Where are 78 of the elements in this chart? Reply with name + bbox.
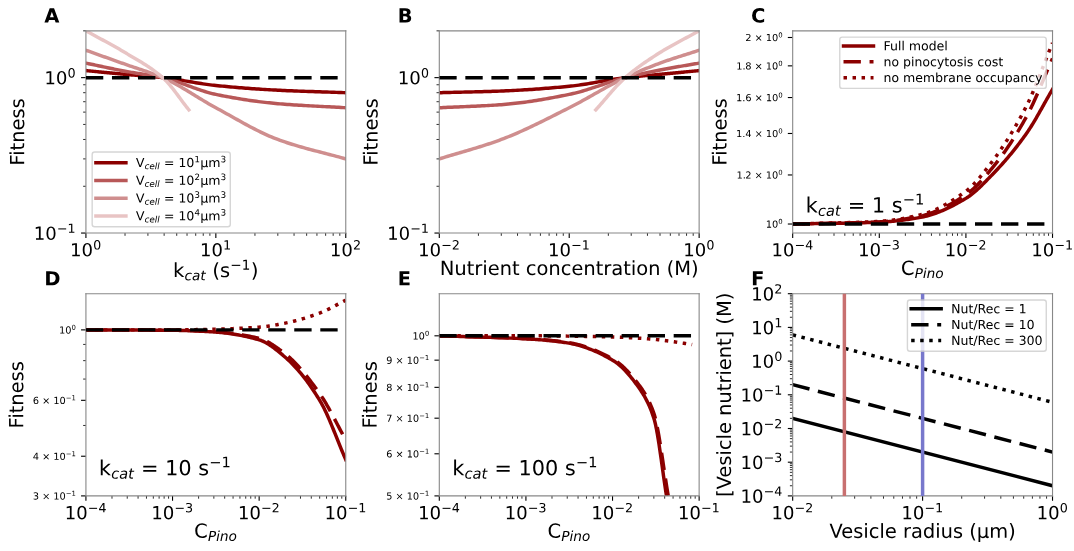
y-axis-title: Fitness [9,99,25,164]
x-tick-label: 10$^{0}$ [72,240,101,257]
y-tick-label: 1.4 × 10$^{0}$ [737,128,783,138]
y-tick-label: 10$^{−2}$ [742,418,782,436]
y-tick-label: 3 × 10$^{−1}$ [33,490,76,500]
x-axis-title: C$_{Pino}$ [195,523,237,542]
legend-label: Full model [884,40,947,51]
x-tick-label: 10$^{−1}$ [1033,240,1072,257]
y-axis-title: Fitness [361,362,377,427]
legend-label: no membrane occupancy [884,72,1043,85]
y-tick-label: 10$^{0}$ [399,68,429,85]
y-tick-label: 4 × 10$^{−1}$ [33,451,76,460]
x-axis-title: C$_{Pino}$ [902,260,943,279]
legend-label: Nut/Rec = 10 [952,319,1034,331]
x-tick-label: 10$^{−1}$ [903,503,942,520]
y-tick-label: 10$^{−3}$ [742,452,782,470]
y-tick-label: 10$^{−1}$ [742,385,782,402]
x-tick-label: 10$^{−4}$ [420,503,460,520]
y-tick-label: 10$^{−4}$ [742,486,782,503]
x-tick-label: 10$^{0}$ [685,240,714,257]
y-tick-label: 10$^{−1}$ [35,223,75,241]
legend-label: Nut/Rec = 300 [952,335,1042,347]
x-tick-label: 10$^{−1}$ [679,503,719,520]
x-tick-label: 10$^{0}$ [1038,502,1067,520]
chart-title: F [752,271,763,286]
x-tick-label: 10$^{−2}$ [239,502,279,520]
annotation: k$_{cat}$ = 10 s$^{−1}$ [100,456,230,479]
y-tick-label: 10$^{0}$ [766,218,783,228]
x-tick-label: 10$^{−2}$ [593,502,632,520]
y-axis-title: Fitness [8,362,24,427]
x-tick-label: 10$^{−3}$ [506,502,546,520]
x-axis-title: Vesicle radius (µm) [829,523,1015,542]
x-tick-label: 10$^{−2}$ [420,240,459,257]
y-axis-title: [Vesicle nutrient] (M) [716,294,734,496]
x-tick-label: 10$^{−4}$ [66,503,106,520]
y-tick-label: 10$^{1}$ [753,318,782,335]
legend-label: V$_{cell}$ = 10$^{3}$µm$^{3}$ [136,191,226,206]
x-tick-label: 10$^{1}$ [201,240,230,257]
legend-label: Nut/Rec = 1 [952,304,1026,315]
x-axis-title: Nutrient concentration (M) [441,260,697,278]
y-tick-label: 6 × 10$^{−1}$ [33,395,76,405]
legend-label: V$_{cell}$ = 10$^{1}$µm$^{3}$ [136,155,226,170]
x-tick-label: 10$^{−3}$ [860,240,899,257]
x-axis-title: C$_{Pino}$ [548,523,590,542]
y-tick-label: 1.2 × 10$^{0}$ [737,169,783,179]
x-tick-label: 10$^{−3}$ [153,502,193,520]
y-tick-label: 10$^{−1}$ [389,223,428,241]
legend-label: V$_{cell}$ = 10$^{2}$µm$^{3}$ [136,173,226,188]
chart-title: A [44,8,60,23]
y-axis-title: Fitness [362,99,378,164]
chart-title: B [399,8,412,23]
legend-label: V$_{cell}$ = 10$^{4}$µm$^{3}$ [136,209,226,223]
y-tick-label: 10$^{0}$ [46,68,75,85]
x-tick-label: 10$^{−1}$ [549,240,589,257]
legend-label: no pinocytosis cost [884,56,1003,69]
y-tick-label: 10$^{0}$ [753,351,782,369]
y-tick-label: 8 × 10$^{−1}$ [386,382,429,392]
x-tick-label: 10$^{−4}$ [773,240,813,257]
x-tick-label: 10$^{−2}$ [946,240,986,257]
y-tick-label: 2 × 10$^{0}$ [746,32,783,42]
annotation: k$_{cat}$ = 100 s$^{−1}$ [454,456,597,479]
annotation: k$_{cat}$ = 1 s$^{−1}$ [807,193,923,217]
chart-title: C [752,8,765,23]
x-tick-label: 10$^{−2}$ [773,502,812,520]
y-tick-label: 6 × 10$^{−1}$ [386,448,429,458]
y-tick-label: 1.6 × 10$^{0}$ [737,92,783,102]
chart-title: D [46,271,60,286]
x-tick-label: 10$^{2}$ [331,240,360,257]
y-tick-label: 5 × 10$^{−1}$ [386,490,429,500]
y-axis-title: Fitness [711,99,727,164]
x-tick-label: 10$^{−1}$ [326,503,366,520]
y-tick-label: 9 × 10$^{−1}$ [386,355,429,364]
y-tick-label: 1.8 × 10$^{0}$ [737,60,783,70]
y-tick-label: 10$^{0}$ [413,330,429,340]
y-tick-label: 10$^{0}$ [60,324,76,334]
chart-title: E [399,271,410,286]
x-axis-title: k$_{cat}$ (s$^{−1}$) [174,259,257,281]
y-tick-label: 7 × 10$^{−1}$ [387,413,429,422]
